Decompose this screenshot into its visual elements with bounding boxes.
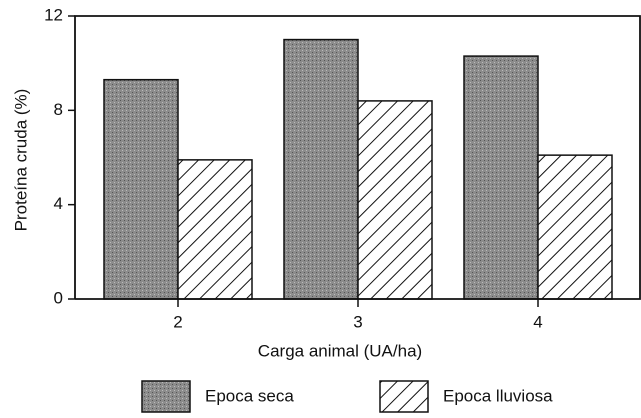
legend-label: Epoca seca bbox=[205, 386, 294, 405]
bar bbox=[357, 100, 433, 300]
plot-frame bbox=[74, 15, 641, 300]
legend-swatch bbox=[141, 380, 191, 413]
bar bbox=[537, 154, 613, 300]
bar bbox=[463, 55, 539, 300]
bar bbox=[177, 159, 253, 300]
y-tick-label: 12 bbox=[44, 5, 63, 24]
y-tick-label: 4 bbox=[54, 194, 63, 213]
legend-swatch bbox=[379, 380, 429, 413]
bar bbox=[103, 78, 179, 300]
y-tick-label: 8 bbox=[54, 100, 63, 119]
y-axis-label: Proteína cruda (%) bbox=[11, 89, 30, 232]
x-tick-label: 3 bbox=[353, 312, 362, 331]
x-tick-label: 2 bbox=[173, 312, 182, 331]
legend-label: Epoca lluviosa bbox=[443, 386, 553, 405]
x-axis-label: Carga animal (UA/ha) bbox=[258, 341, 422, 360]
bar bbox=[283, 38, 359, 300]
x-tick-label: 4 bbox=[533, 312, 542, 331]
y-tick-label: 0 bbox=[54, 288, 63, 307]
